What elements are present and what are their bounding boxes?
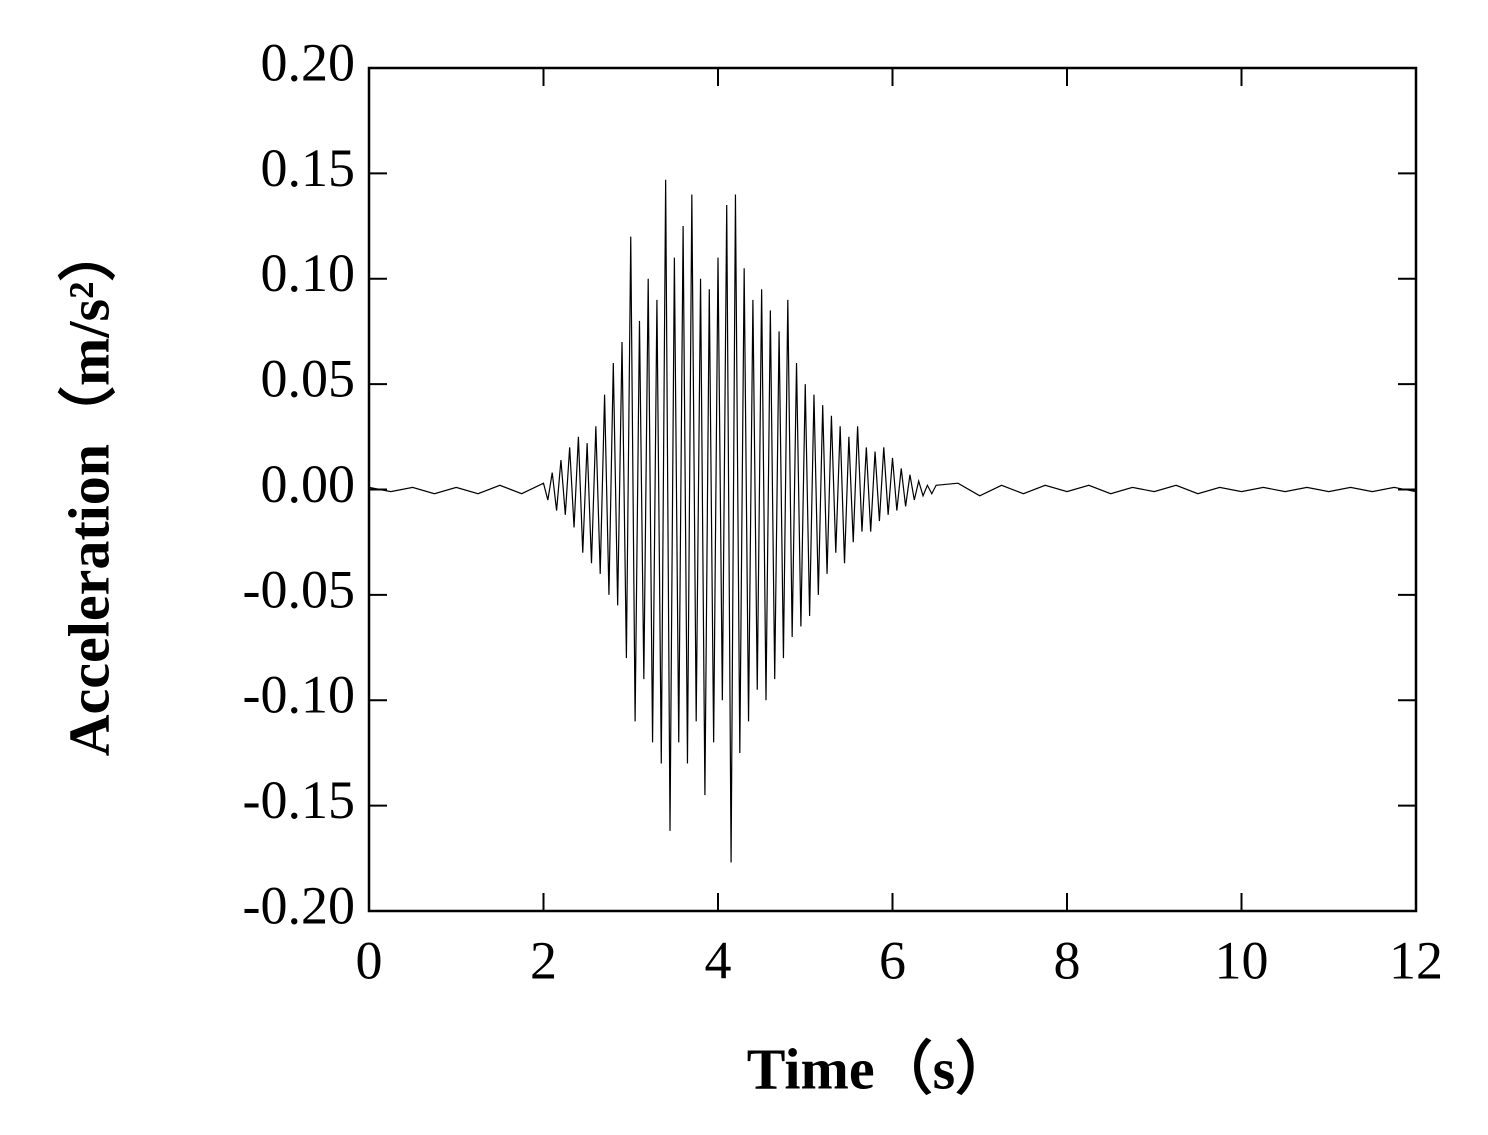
x-tick-label: 2: [530, 930, 557, 990]
x-axis-label: Time（s）: [747, 1036, 1013, 1101]
x-tick-label: 8: [1054, 930, 1081, 990]
y-tick-label: 0.10: [261, 243, 356, 303]
plot-frame: [367, 66, 1418, 913]
x-tick-label: 4: [705, 930, 732, 990]
y-tick-label: -0.15: [243, 770, 355, 830]
y-tick-label: -0.20: [243, 875, 355, 935]
x-tick-label: 0: [356, 930, 383, 990]
y-tick-label: 0.05: [261, 349, 356, 409]
x-tick-label: 10: [1215, 930, 1269, 990]
data-line: [368, 179, 1417, 863]
x-tick-label: 6: [879, 930, 906, 990]
y-tick-label: -0.10: [243, 665, 355, 725]
y-tick-label: 0.00: [261, 454, 356, 514]
y-axis-label: Acceleration（m/s²）: [56, 224, 121, 757]
y-tick-label: 0.20: [261, 32, 356, 92]
y-tick-label: -0.05: [243, 559, 355, 619]
x-tick-label: 12: [1389, 930, 1443, 990]
y-tick-label: 0.15: [261, 138, 356, 198]
